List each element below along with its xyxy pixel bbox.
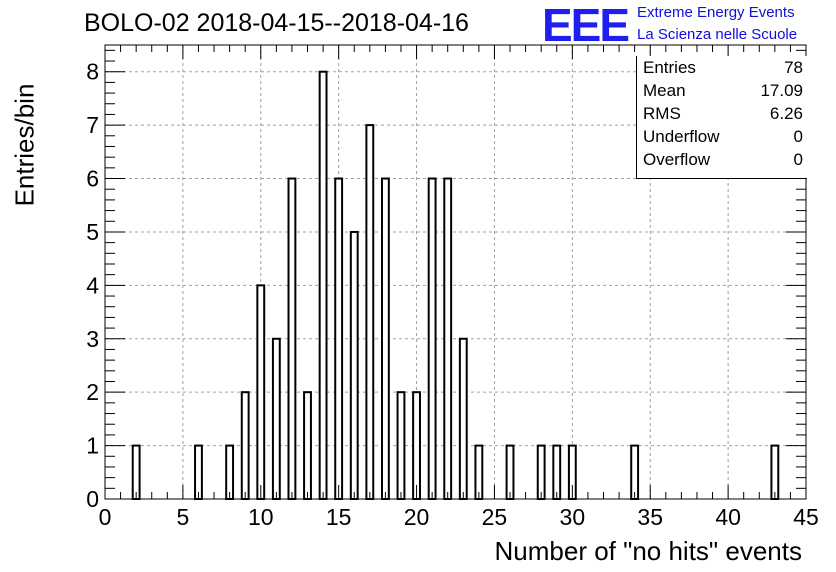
stat-value: 17.09 <box>760 81 803 100</box>
eee-logo: EEE Extreme Energy Events La Scienza nel… <box>542 0 832 51</box>
y-tick-label: 4 <box>86 272 99 298</box>
y-tick-label: 3 <box>86 326 99 352</box>
logo-line-1: Extreme Energy Events <box>637 4 795 21</box>
stat-name: RMS <box>643 104 681 123</box>
histogram-bar <box>131 444 141 500</box>
histogram-bar <box>770 444 780 500</box>
histogram-bar <box>225 444 235 500</box>
x-tick-label: 25 <box>482 504 508 530</box>
y-tick-label: 7 <box>86 112 99 138</box>
histogram-bar <box>396 391 406 501</box>
y-tick-label: 1 <box>86 433 99 459</box>
stat-row-underflow: Underflow 0 <box>643 127 803 150</box>
histogram-bar <box>334 177 344 500</box>
histogram-bar <box>194 444 203 500</box>
stat-row-mean: Mean 17.09 <box>643 81 803 104</box>
stat-name: Mean <box>643 81 686 100</box>
y-tick-label: 6 <box>86 166 99 192</box>
histogram-bar <box>318 70 328 501</box>
histogram-bar <box>271 337 281 500</box>
x-tick-label: 0 <box>99 504 112 530</box>
y-tick-label: 0 <box>86 486 99 512</box>
stat-value: 6.26 <box>769 104 803 123</box>
stat-value: 0 <box>793 127 803 146</box>
plot-frame <box>104 44 807 500</box>
y-tick-label: 8 <box>86 59 99 85</box>
stat-row-entries: Entries 78 <box>643 58 803 81</box>
axis-ticks <box>104 45 807 500</box>
histogram-bar <box>240 391 250 501</box>
stats-box: Entries 78 Mean 17.09 RMS 6.26 Underflow… <box>636 56 807 179</box>
stat-name: Entries <box>643 58 696 77</box>
stat-name: Underflow <box>643 127 720 146</box>
histogram-bar <box>256 284 266 500</box>
histogram-bar <box>349 230 359 501</box>
histogram-bar <box>380 177 390 500</box>
x-axis-label: Number of "no hits" events <box>494 536 803 566</box>
histogram-bar <box>630 444 640 500</box>
histogram-bar <box>474 444 484 500</box>
stat-value: 78 <box>784 58 803 77</box>
y-tick-label: 5 <box>86 219 99 245</box>
x-tick-label: 30 <box>560 504 586 530</box>
histogram-bar <box>536 444 546 500</box>
histogram-bar <box>552 444 562 500</box>
histogram-bar <box>458 337 468 500</box>
x-tick-label: 40 <box>715 504 741 530</box>
y-axis-label: Entries/bin <box>9 83 40 207</box>
x-tick-label: 15 <box>326 504 352 530</box>
histogram-bar <box>303 391 312 501</box>
stat-name: Overflow <box>643 150 711 169</box>
histogram-bar <box>412 391 421 501</box>
x-tick-label: 35 <box>637 504 663 530</box>
stat-row-rms: RMS 6.26 <box>643 104 803 127</box>
logo-line-2: La Scienza nelle Scuole <box>637 26 798 43</box>
x-tick-label: 10 <box>248 504 274 530</box>
histogram-bar <box>365 124 375 500</box>
stat-value: 0 <box>793 150 803 169</box>
histogram-bar <box>287 177 297 500</box>
histogram-bar <box>505 444 515 500</box>
x-tick-label: 5 <box>176 504 189 530</box>
stat-row-overflow: Overflow 0 <box>643 150 803 173</box>
eee-logo-mark: EEE <box>542 0 630 51</box>
y-tick-label: 2 <box>86 379 99 405</box>
x-tick-label: 45 <box>793 504 819 530</box>
histogram-bar <box>443 177 453 500</box>
y-axis-label-box: Entries/bin <box>8 84 42 207</box>
chart-title: BOLO-02 2018-04-15--2018-04-16 <box>84 9 469 37</box>
histogram-bar <box>427 177 437 500</box>
x-tick-label: 20 <box>404 504 430 530</box>
